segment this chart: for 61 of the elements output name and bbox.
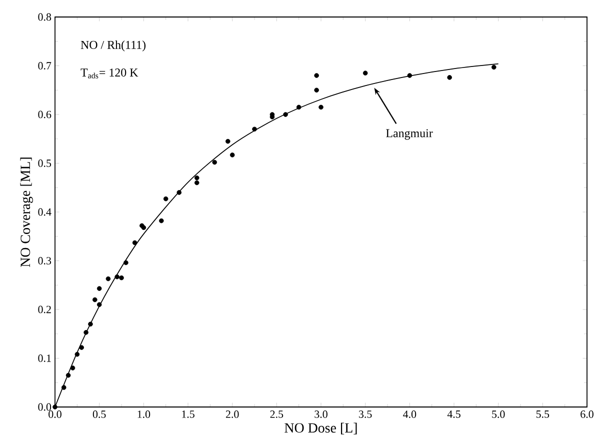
annotation: Langmuir	[386, 129, 433, 140]
point	[362, 70, 368, 76]
x-tick-label: 6.0	[580, 410, 594, 418]
x-tick-label: 4.5	[447, 410, 460, 418]
y-tick-label: 0.7	[38, 62, 52, 70]
x-tick-label: 2.5	[270, 410, 284, 418]
point	[212, 160, 217, 165]
point	[407, 73, 412, 78]
point	[74, 352, 80, 357]
point	[492, 64, 496, 70]
x-axis-title: NO Dose [L]	[284, 422, 357, 434]
y-tick-label: 0.0	[38, 403, 52, 411]
y-tick-label: 0.4	[38, 208, 52, 216]
x-tick-label: 0.0	[48, 410, 62, 418]
point	[226, 138, 230, 144]
point	[314, 73, 319, 78]
point	[283, 112, 288, 117]
point	[79, 345, 84, 350]
x-tick-label: 1.5	[182, 410, 194, 418]
x-tick-label: 0.5	[92, 410, 106, 418]
point	[88, 322, 93, 327]
point	[447, 75, 452, 80]
point	[114, 274, 120, 280]
point	[66, 372, 71, 378]
y-axis-title: NO Coverage [ML]	[20, 158, 33, 267]
point	[230, 152, 235, 158]
point	[163, 196, 168, 202]
y-tick-label: 0.5	[38, 160, 52, 167]
x-tick-label: 3.5	[359, 410, 372, 418]
x-tick-label: 5.5	[536, 410, 550, 418]
point	[318, 104, 324, 110]
point	[61, 385, 66, 390]
point	[119, 275, 124, 280]
y-tick-label: 0.3	[38, 257, 52, 264]
annotation: NO / Rh(111)	[80, 40, 146, 52]
point	[296, 104, 302, 110]
point	[70, 366, 76, 370]
x-tick-label: 2.0	[226, 410, 239, 418]
point	[194, 180, 200, 186]
point	[159, 218, 164, 224]
point	[84, 330, 88, 335]
point	[252, 126, 257, 132]
point	[96, 302, 102, 308]
y-tick-label: 0.2	[38, 306, 51, 314]
point	[92, 297, 98, 302]
point	[132, 240, 138, 246]
point	[176, 190, 182, 195]
point	[106, 276, 111, 282]
x-tick-label: 4.0	[403, 410, 416, 418]
x-tick-label: 1.0	[138, 410, 150, 418]
x-tick-label: 3.0	[314, 410, 328, 418]
point	[52, 404, 58, 410]
point	[124, 260, 128, 266]
y-tick-label: 0.8	[38, 13, 52, 21]
y-tick-label: 0.6	[38, 110, 52, 118]
x-tick-label: 5.0	[492, 410, 505, 418]
point	[194, 175, 200, 180]
annotation: T$_{ads}$= 120 K	[80, 68, 138, 78]
point	[314, 88, 319, 93]
point	[96, 286, 102, 291]
y-tick-label: 0.1	[38, 354, 51, 362]
